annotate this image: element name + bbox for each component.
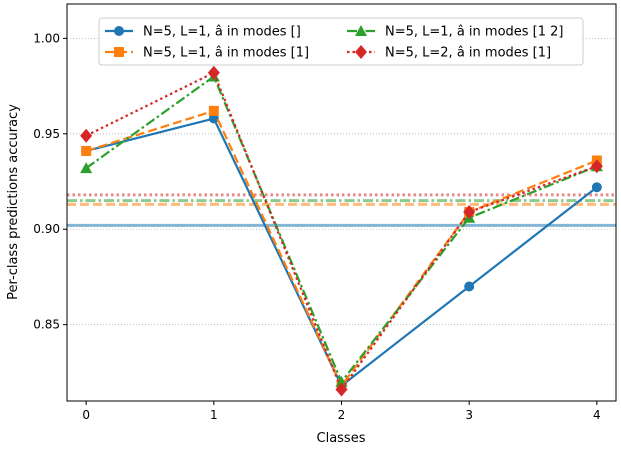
series-line xyxy=(86,119,597,386)
legend-label: N=5, L=1, â in modes [1] xyxy=(143,46,309,61)
y-tick-label: 1.00 xyxy=(33,31,60,45)
legend: N=5, L=1, â in modes [] N=5, L=1, â in mo… xyxy=(99,18,583,65)
y-tick-label: 0.90 xyxy=(33,222,60,236)
x-tick-label: 3 xyxy=(465,408,473,422)
series xyxy=(80,71,603,387)
chart-canvas: 0 1 2 3 4 0.85 0.90 0.95 1.00 Classes Per-class … xyxy=(0,0,621,449)
y-tick-label: 0.85 xyxy=(33,318,60,332)
grid xyxy=(67,38,616,324)
x-tick-label: 0 xyxy=(82,408,90,422)
x-tick-label: 2 xyxy=(338,408,346,422)
series-lines xyxy=(80,66,603,397)
series xyxy=(81,114,602,391)
chart: 0 1 2 3 4 0.85 0.90 0.95 1.00 Classes Per-class … xyxy=(0,0,621,449)
series xyxy=(81,106,602,391)
legend-label: N=5, L=1, â in modes [] xyxy=(143,25,301,40)
data-point xyxy=(464,281,474,291)
legend-label: N=5, L=1, â in modes [1 2] xyxy=(385,25,564,40)
y-tick-label: 0.95 xyxy=(33,127,60,141)
x-tick-label: 4 xyxy=(593,408,601,422)
data-point xyxy=(592,182,602,192)
data-point xyxy=(209,106,219,116)
legend-marker xyxy=(114,26,124,36)
data-point xyxy=(208,66,220,80)
legend-marker xyxy=(114,47,124,57)
series-line xyxy=(86,73,597,390)
y-axis-label: Per-class predictions accuracy xyxy=(6,104,21,300)
data-point xyxy=(81,146,91,156)
x-axis-label: Classes xyxy=(317,431,366,446)
series-line xyxy=(86,111,597,386)
series xyxy=(80,66,603,397)
x-tick-label: 1 xyxy=(210,408,218,422)
mean-lines xyxy=(67,195,616,226)
legend-label: N=5, L=2, â in modes [1] xyxy=(385,46,551,61)
data-point xyxy=(80,129,92,143)
